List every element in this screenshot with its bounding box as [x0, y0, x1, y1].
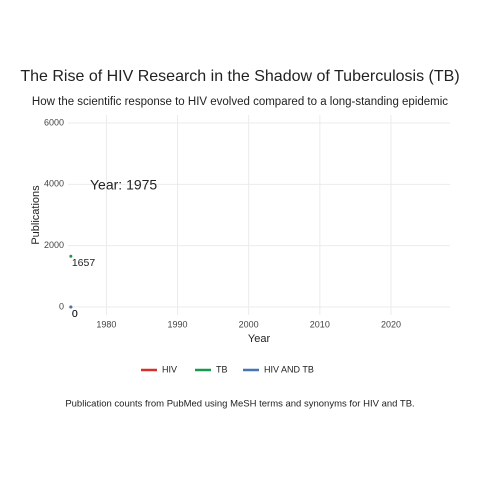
x-tick-label: 2020 [381, 319, 401, 329]
x-tick-label: 1990 [168, 319, 188, 329]
y-tick-label: 2000 [44, 240, 64, 250]
value-label: 1657 [72, 257, 96, 269]
x-tick-label: 1980 [96, 319, 116, 329]
value-label: 0 [72, 308, 78, 320]
y-tick-label: 6000 [44, 117, 64, 127]
x-tick-label: 2010 [310, 319, 330, 329]
x-axis-label: Year [248, 333, 271, 345]
y-tick-label: 4000 [44, 179, 64, 189]
legend-label: TB [216, 364, 228, 374]
caption: Publication counts from PubMed using MeS… [65, 399, 414, 410]
series-point [69, 305, 73, 309]
annotation: Year: 1975 [90, 177, 157, 193]
value-label: 0 [72, 308, 78, 320]
series-point [69, 254, 73, 258]
y-tick-label: 0 [59, 301, 64, 311]
chart-title: The Rise of HIV Research in the Shadow o… [20, 68, 459, 85]
y-axis-label: Publications [30, 185, 42, 245]
chart-subtitle: How the scientific response to HIV evolv… [32, 96, 448, 108]
legend-label: HIV AND TB [264, 364, 314, 374]
x-tick-label: 2000 [239, 319, 259, 329]
legend-label: HIV [162, 364, 177, 374]
